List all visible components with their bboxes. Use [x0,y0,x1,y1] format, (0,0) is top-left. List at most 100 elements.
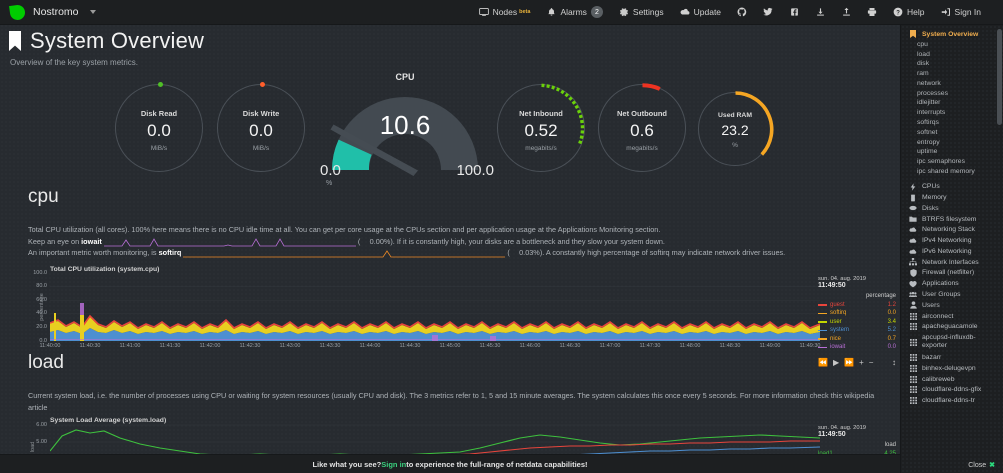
section-cpu: cpu Total CPU utilization (all cores). 1… [28,186,896,367]
resize-icon[interactable]: ↕ [892,357,896,367]
sidebar-item-users[interactable]: Users [901,300,1003,311]
sidebar-scrollbar[interactable] [997,27,1002,459]
sidebar-item-uptime[interactable]: uptime [901,147,1003,157]
nav-github[interactable] [729,0,755,25]
sidebar-item-entropy[interactable]: entropy [901,137,1003,147]
cpu-gauge-caption: CPU [395,72,415,82]
alarms-count-badge: 2 [590,6,603,18]
gauge-value: 0.0 [147,121,171,140]
sidebar-item-system-overview[interactable]: System Overview [901,25,1003,39]
sidebar-item-load[interactable]: load [901,49,1003,59]
sidebar-scrollbar-thumb[interactable] [997,29,1002,125]
sidebar-item-network[interactable]: network [901,79,1003,89]
sidebar-item-cloudflare-ddns-tr[interactable]: cloudflare-ddns-tr [901,395,1003,406]
sidebar-item-apacheguacamole[interactable]: apacheguacamole [901,321,1003,332]
ytick: 20.0 [36,323,47,330]
nav-twitter[interactable] [755,0,781,25]
sidebar-item-binhex-delugevpn[interactable]: binhex-delugevpn [901,363,1003,374]
chart-system-cpu-canvas [49,285,821,341]
zoom-out-icon[interactable]: − [868,357,874,367]
cpu-desc-line-1: Total CPU utilization (all cores). 100% … [28,225,661,234]
sidebar-item-cloudflare-ddns-gfix[interactable]: cloudflare-ddns-gfix [901,385,1003,396]
sidebar-item-networking-stack[interactable]: Networking Stack [901,224,1003,235]
sidebar-item-btrfs-filesystem[interactable]: BTRFS filesystem [901,214,1003,225]
sidebar-item-label: softirqs [917,119,939,127]
sidebar-item-memory[interactable]: Memory [901,192,1003,203]
chart-system-cpu[interactable]: Total CPU utilization (system.cpu) perce… [28,266,896,367]
sidebar-item-ipv4-networking[interactable]: IPv4 Networking [901,235,1003,246]
zoom-in-icon[interactable]: + [859,357,864,367]
print-icon [867,7,877,17]
sidebar-item-interrupts[interactable]: interrupts [901,108,1003,118]
sidebar-item-softnet[interactable]: softnet [901,127,1003,137]
gauge-disk-write[interactable]: Disk Write 0.0 MiB/s [217,81,305,172]
sidebar-item-ipc-semaphores[interactable]: ipc semaphores [901,157,1003,167]
nav-sign-in[interactable]: Sign In [933,0,989,25]
footer-sign-in-link[interactable]: Sign in [381,459,407,469]
sidebar-item-cpu[interactable]: cpu [901,39,1003,49]
legend-item[interactable]: user 3.4 [818,318,896,327]
sidebar-item-calibreweb[interactable]: calibreweb [901,374,1003,385]
gauge-ring: Disk Write 0.0 MiB/s [217,81,305,172]
right-sidebar[interactable]: System Overview cpu load disk ram networ… [900,25,1003,473]
sidebar-item-ipc-shared-memory[interactable]: ipc shared memory [901,167,1003,177]
gauge-ring: Net Inbound 0.52 megabits/s [497,84,585,172]
legend-item[interactable]: guest 1.2 [818,301,896,310]
brand[interactable]: Nostromo [0,3,96,21]
nav-settings[interactable]: Settings [611,0,672,25]
chart-system-cpu-plot[interactable]: percentage 100.0 80.0 60.0 40.0 20.0 0.0 [33,270,821,349]
play-icon[interactable]: ▶ [832,357,840,367]
nav-alarms[interactable]: Alarms 2 [538,0,610,25]
legend-item[interactable]: softirq 0.0 [818,309,896,318]
legend-item[interactable]: system 5.2 [818,326,896,335]
shield-icon [909,269,917,277]
legend-item[interactable]: nice 0.7 [818,335,896,344]
gauge-net-outbound[interactable]: Net Outbound 0.6 megabits/s [598,83,686,172]
legend-item[interactable]: iowait 0.0 [818,343,896,352]
gauge-net-inbound[interactable]: Net Inbound 0.52 megabits/s [497,84,585,172]
nav-upload[interactable] [833,0,859,25]
top-navbar: Nostromo Nodes beta Alarms 2 Settings Up… [0,0,1003,25]
sidebar-item-bazarr[interactable]: bazarr [901,352,1003,363]
nav-help[interactable]: ? Help [885,0,932,25]
close-icon[interactable]: ✖ [989,462,995,469]
sidebar-item-ipv6-networking[interactable]: IPv6 Networking [901,246,1003,257]
sidebar-item-user-groups[interactable]: User Groups [901,289,1003,300]
forward-icon[interactable]: ⏩ [844,357,855,367]
nav-nodes[interactable]: Nodes beta [471,0,539,25]
sidebar-item-firewall[interactable]: Firewall (netfilter) [901,268,1003,279]
cloud-icon [909,247,917,255]
sidebar-item-apcupsd-influxdb-exporter[interactable]: apcupsd-influxdb-exporter [901,332,1003,352]
sidebar-close-button[interactable]: Close ✖ [968,461,995,469]
backward-icon[interactable]: ⏪ [818,357,828,367]
gauge-units: megabits/s [525,145,557,152]
download-icon [815,7,825,17]
gauge-cpu[interactable]: CPU 10.6 0.0 100.0 % [310,72,500,187]
bookmark-icon [909,30,917,38]
legend-value: 0.7 [887,335,896,342]
gauge-disk-read[interactable]: Disk Read 0.0 MiB/s [115,81,203,172]
gauge-label: Disk Read [140,109,178,118]
sidebar-item-processes[interactable]: processes [901,88,1003,98]
sidebar-item-applications[interactable]: Applications [901,278,1003,289]
ytick: 5.00 [36,439,47,445]
xtick: 11:48:00 [679,342,701,349]
sidebar-item-cpus[interactable]: CPUs [901,181,1003,192]
nav-facebook[interactable] [781,0,807,25]
sidebar-item-ram[interactable]: ram [901,69,1003,79]
sidebar-item-disks[interactable]: Disks [901,203,1003,214]
xtick: 11:47:00 [599,342,621,349]
sidebar-item-label: Firewall (netfilter) [922,269,975,277]
chevron-down-icon[interactable] [89,10,96,14]
nav-help-label: Help [907,7,925,17]
sidebar-item-network-interfaces[interactable]: Network Interfaces [901,257,1003,268]
nav-print[interactable] [859,0,885,25]
sidebar-item-airconnect[interactable]: airconnect [901,311,1003,322]
nav-update[interactable]: Update [672,0,729,25]
gauge-units: % [732,142,738,149]
sidebar-item-disk[interactable]: disk [901,59,1003,69]
sidebar-item-softirqs[interactable]: softirqs [901,118,1003,128]
gauge-used-ram[interactable]: Used RAM 23.2 % [698,91,774,166]
sidebar-item-idlejitter[interactable]: idlejitter [901,98,1003,108]
nav-download[interactable] [807,0,833,25]
